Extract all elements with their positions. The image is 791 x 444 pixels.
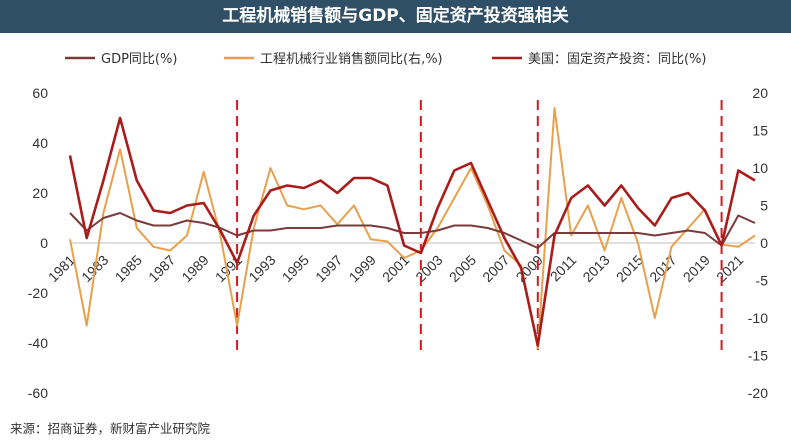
x-tick-label: 1999: [346, 252, 379, 285]
y-left-tick-label: -60: [28, 385, 48, 401]
legend-label: GDP同比(%): [101, 52, 177, 67]
x-tick-label: 2019: [680, 252, 713, 285]
x-tick-label: 1989: [178, 252, 211, 285]
y-left-tick-label: 60: [32, 85, 48, 101]
y-right-tick-label: 15: [752, 123, 768, 139]
y-right-tick-label: 5: [760, 198, 768, 214]
y-left-tick-label: -40: [28, 335, 48, 351]
chart-title: 工程机械销售额与GDP、固定资产投资强相关: [0, 0, 791, 33]
y-left-tick-label: 0: [40, 235, 48, 251]
y-left-tick-label: -20: [28, 285, 48, 301]
y-left-tick-label: 40: [32, 135, 48, 151]
series-line: [69, 212, 756, 249]
y-right-tick-label: -5: [756, 273, 769, 289]
y-right-tick-label: 20: [752, 85, 768, 101]
x-tick-label: 1993: [245, 252, 278, 285]
x-tick-label: 1987: [145, 252, 178, 285]
y-right-tick-label: -15: [748, 348, 768, 364]
y-right-tick-label: 10: [752, 160, 768, 176]
x-tick-label: 2009: [513, 252, 546, 285]
x-tick-label: 1997: [312, 252, 345, 285]
series-line: [68, 116, 756, 347]
source-note: 来源：招商证券，新财富产业研究院: [10, 421, 211, 436]
x-tick-label: 2005: [446, 252, 479, 285]
x-tick-label: 2021: [713, 252, 746, 285]
x-tick-label: 1995: [279, 252, 312, 285]
x-tick-label: 2007: [479, 252, 512, 285]
series-line: [69, 107, 756, 349]
x-tick-label: 2013: [579, 252, 612, 285]
y-left-tick-label: 20: [32, 185, 48, 201]
y-right-tick-label: 0: [760, 235, 768, 251]
legend-label: 美国：固定资产投资：同比(%): [528, 51, 707, 67]
x-tick-label: 1985: [112, 252, 145, 285]
y-right-tick-label: -10: [748, 310, 768, 326]
y-right-tick-label: -20: [748, 385, 768, 401]
legend-label: 工程机械行业销售额同比(右,%): [260, 51, 443, 67]
x-tick-label: 2003: [412, 252, 445, 285]
